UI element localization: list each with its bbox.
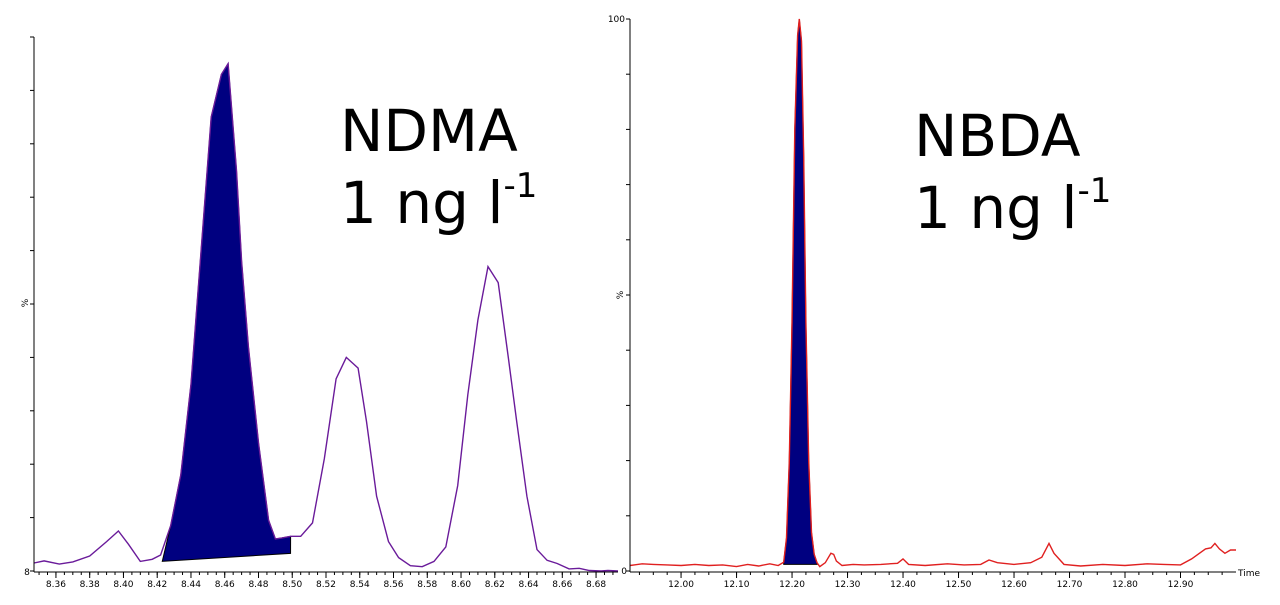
nbda-x-tick-label: 12.90 (1168, 580, 1194, 590)
nbda-trace-line (629, 18, 1236, 568)
nbda-y-tick-label-bottom: 0 (621, 567, 627, 577)
nbda-x-tick-label: 12.00 (668, 580, 694, 590)
ndma-x-tick-label: 8.52 (316, 580, 336, 590)
nbda-x-tick-label: 12.70 (1057, 580, 1083, 590)
nbda-concentration-main: 1 ng l (914, 174, 1077, 242)
ndma-x-tick-label: 8.68 (586, 580, 606, 590)
ndma-concentration-main: 1 ng l (340, 169, 503, 237)
nbda-y-tick-label-top: 100 (608, 15, 625, 25)
ndma-x-tick-label: 8.56 (383, 580, 403, 590)
ndma-x-tick-label: 8.54 (350, 580, 370, 590)
ndma-x-tick-label: 8.64 (519, 580, 539, 590)
ndma-plot-area (30, 36, 619, 573)
ndma-x-tick-label: 8.46 (215, 580, 235, 590)
nbda-y-axis-label: % (616, 290, 626, 299)
ndma-x-tick-label: 8.48 (248, 580, 268, 590)
nbda-x-tick-label: 12.30 (835, 580, 861, 590)
ndma-x-tick-label: 8.60 (451, 580, 471, 590)
nbda-x-tick-label: 12.50 (946, 580, 972, 590)
ndma-integrated-peak-area (161, 62, 292, 562)
nbda-concentration-label: 1 ng l-1 (914, 171, 1111, 242)
nbda-compound-label: NBDA (914, 102, 1081, 170)
ndma-x-tick-label: 8.44 (181, 580, 201, 590)
nbda-x-tick-label: 12.10 (724, 580, 750, 590)
ndma-x-tick-label: 8.58 (417, 580, 437, 590)
nbda-concentration-exponent: -1 (1077, 171, 1111, 211)
ndma-compound-label: NDMA (340, 97, 518, 165)
ndma-x-tick-label: 8.66 (552, 580, 572, 590)
ndma-x-tick-label: 8.50 (282, 580, 302, 590)
nbda-x-tick-label: 12.20 (779, 580, 805, 590)
ndma-x-axis-ticks: 8.36 8.38 8.40 8.42 8.44 8.46 8.48 8.50 8.52 8.54… (38, 572, 614, 590)
nbda-plot-area (626, 18, 1236, 573)
ndma-chromatogram-panel: % 8 8.36 8.38 8.40 8.42 8.44 8.46 8.48 8.50 8.52… (21, 36, 619, 590)
ndma-concentration-label: 1 ng l-1 (340, 166, 537, 237)
ndma-trace-line (33, 61, 619, 572)
nbda-x-tick-label: 12.60 (1001, 580, 1027, 590)
nbda-x-axis-title: Time (1237, 569, 1260, 579)
ndma-y-axis-label: % (21, 298, 31, 307)
ndma-x-tick-label: 8.36 (46, 580, 66, 590)
ndma-x-tick-label: 8.40 (113, 580, 133, 590)
ndma-x-tick-label: 8.62 (485, 580, 505, 590)
nbda-chromatogram-panel: % 100 0 12.00 12.10 12.20 12.30 12.40 12.50 12… (608, 15, 1261, 590)
nbda-x-tick-label: 12.40 (890, 580, 916, 590)
nbda-x-axis-ticks: 12.00 12.10 12.20 12.30 12.40 12.50 12.60 12.70… (638, 572, 1223, 590)
ndma-x-tick-label: 8.42 (147, 580, 167, 590)
ndma-x-tick-label: 8.38 (80, 580, 100, 590)
ndma-y-tick-label: 8 (24, 568, 30, 578)
nbda-x-tick-label: 12.80 (1112, 580, 1138, 590)
ndma-concentration-exponent: -1 (503, 166, 537, 206)
